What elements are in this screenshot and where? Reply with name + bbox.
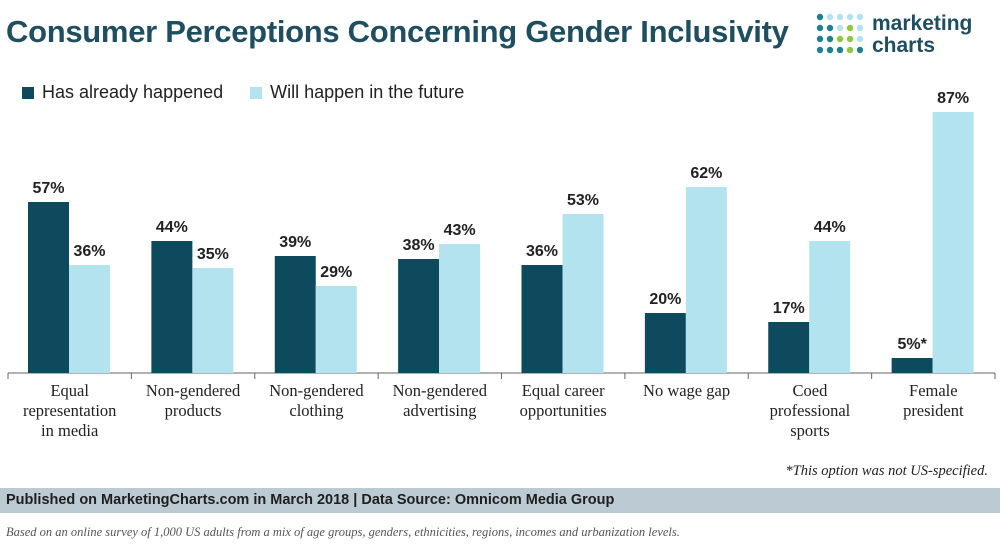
category-label: No wage gap [643, 381, 730, 400]
bar-value-label: 62% [690, 165, 722, 182]
category-label: Coed professional sports [770, 381, 851, 440]
bar-future-5 [685, 187, 727, 373]
bar-value-label: 36% [526, 243, 558, 260]
marketingcharts-logo: marketing charts [815, 11, 995, 61]
category-label: Non-gendered clothing [269, 381, 364, 420]
bar-value-label: 44% [156, 219, 188, 236]
bar-value-label: 29% [320, 264, 352, 281]
bar-already-happened-7 [891, 358, 933, 373]
published-bar: Published on MarketingCharts.com in Marc… [0, 488, 1000, 513]
legend-label-series2: Will happen in the future [270, 82, 465, 102]
bar-future-3 [439, 244, 481, 373]
bar-already-happened-2 [274, 256, 316, 373]
category-label: Female president [903, 381, 964, 420]
bar-value-label: 43% [444, 222, 476, 239]
legend-item-series1: Has already happened [22, 82, 223, 103]
logo-dots-icon [816, 13, 864, 54]
chart-title: Consumer Perceptions Concerning Gender I… [6, 14, 789, 49]
logo-text-line1: marketing [872, 12, 973, 35]
legend-swatch-series2 [250, 86, 263, 99]
category-label: Non-gendered products [146, 381, 241, 420]
bar-value-label: 44% [814, 219, 846, 236]
bar-already-happened-5 [644, 313, 686, 373]
published-text: Published on MarketingCharts.com in Marc… [6, 492, 615, 508]
bar-already-happened-0 [28, 202, 69, 373]
bar-value-label: 38% [403, 237, 435, 254]
category-label: Equal representation in media [23, 381, 116, 440]
bar-value-label: 20% [649, 291, 681, 308]
bar-value-label: 87% [937, 90, 969, 107]
bar-value-label: 57% [32, 180, 64, 197]
bar-value-label: 5%* [897, 336, 927, 353]
survey-note: Based on an online survey of 1,000 US ad… [6, 525, 680, 539]
bar-future-1 [192, 268, 234, 373]
bar-chart: 57% 36% Equal representation in media 44% 35% N… [7, 90, 996, 440]
chart-legend: Has already happened Will happen in the … [22, 82, 486, 104]
legend-swatch-series1 [22, 86, 34, 99]
legend-label-series1: Has already happened [42, 82, 224, 102]
bar-future-6 [809, 241, 851, 373]
bar-value-label: 36% [73, 243, 105, 260]
bar-value-label: 17% [773, 300, 805, 317]
bar-future-4 [562, 214, 604, 373]
bar-value-label: 53% [567, 192, 599, 209]
bar-value-label: 39% [279, 234, 311, 251]
bar-already-happened-1 [151, 241, 193, 373]
bar-already-happened-3 [398, 259, 440, 373]
legend-item-series2: Will happen in the future [250, 82, 464, 103]
category-label: Non-gendered advertising [393, 381, 488, 420]
category-label: Equal career opportunities [520, 381, 607, 420]
bar-already-happened-4 [521, 265, 563, 373]
footnote: *This option was not US-specified. [785, 463, 988, 479]
bar-future-0 [69, 265, 110, 373]
bar-future-2 [315, 286, 357, 373]
bar-future-7 [932, 112, 974, 373]
logo-text-line2: charts [872, 34, 936, 57]
bar-value-label: 35% [197, 246, 229, 263]
bar-already-happened-6 [768, 322, 810, 373]
